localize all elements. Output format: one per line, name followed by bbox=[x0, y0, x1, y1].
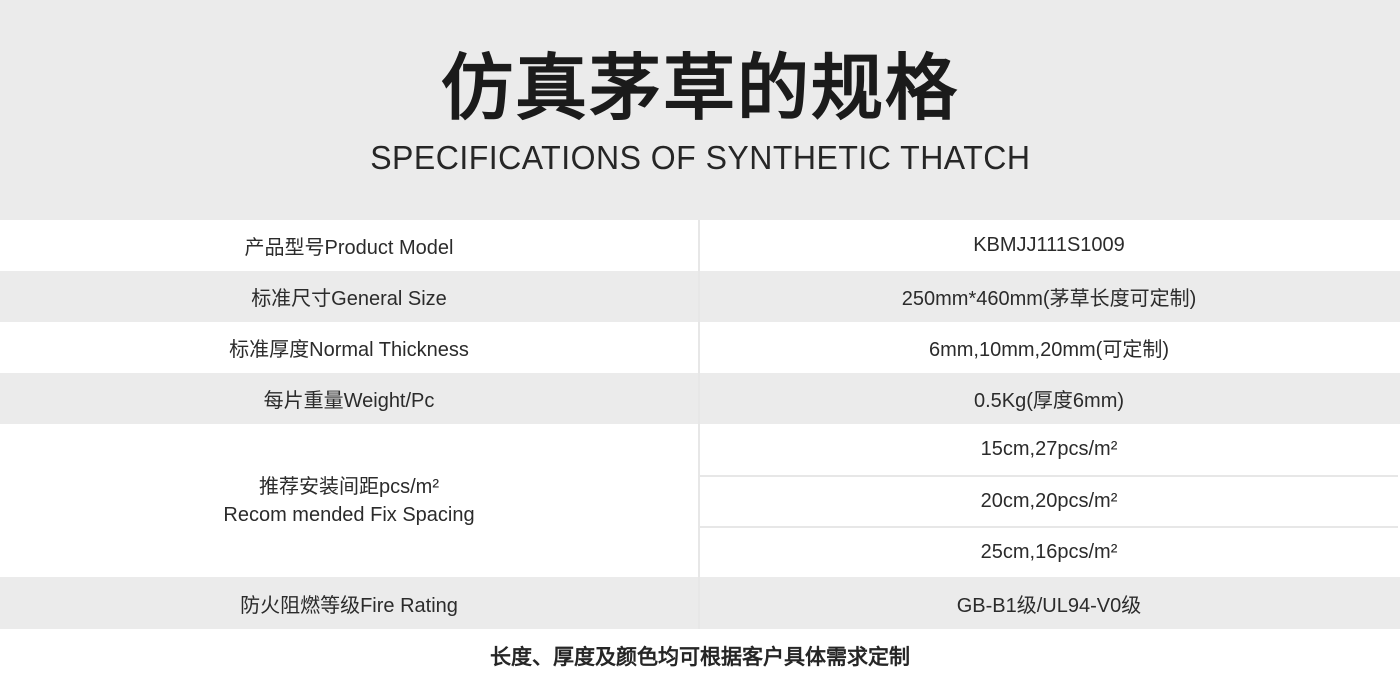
spec-row-normal-thickness: 标准厚度Normal Thickness 6mm,10mm,20mm(可定制) bbox=[0, 322, 1400, 373]
spec-fix-spacing-option-1: 15cm,27pcs/m² bbox=[980, 438, 1118, 460]
spec-label-weight: 每片重量Weight/Pc bbox=[0, 373, 700, 424]
spec-value-weight: 0.5Kg(厚度6mm) bbox=[973, 390, 1125, 412]
spec-fix-spacing-option-2: 20cm,20pcs/m² bbox=[700, 475, 1398, 526]
spec-value-product-model: KBMJJ111S1009 bbox=[973, 234, 1125, 256]
spec-value-general-size: 250mm*460mm(茅草长度可定制) bbox=[901, 288, 1197, 310]
spec-label-fire-rating: 防火阻燃等级Fire Rating bbox=[0, 577, 700, 629]
spec-value-fire-rating: GB-B1级/UL94-V0级 bbox=[956, 594, 1142, 617]
spec-label-product-model: 产品型号Product Model bbox=[0, 220, 700, 271]
page-title: 仿真茅草的规格 bbox=[440, 48, 959, 129]
page-subtitle: SPECIFICATIONS OF SYNTHETIC THATCH bbox=[369, 138, 1031, 176]
custom-note: 长度、厚度及颜色均可根据客户具体需求定制 bbox=[490, 645, 910, 669]
spec-row-general-size: 标准尺寸General Size 250mm*460mm(茅草长度可定制) bbox=[0, 271, 1400, 322]
spec-label-fix-spacing-en: Recom mended Fix Spacing bbox=[223, 503, 475, 526]
spec-fix-spacing-option-3: 25cm,16pcs/m² bbox=[700, 526, 1398, 577]
spec-row-fire-rating: 防火阻燃等级Fire Rating GB-B1级/UL94-V0级 bbox=[0, 577, 1400, 629]
spec-row-product-model: 产品型号Product Model KBMJJ111S1009 bbox=[0, 220, 1400, 271]
spec-label-fix-spacing-cn: 推荐安装间距pcs/m² bbox=[259, 475, 439, 498]
spec-label-fix-spacing: 推荐安装间距pcs/m² Recom mended Fix Spacing bbox=[0, 424, 700, 577]
spec-label-general-size: 标准尺寸General Size bbox=[0, 271, 700, 322]
spec-table: 产品型号Product Model KBMJJ111S1009 标准尺寸Gene… bbox=[0, 220, 1400, 629]
spec-row-weight: 每片重量Weight/Pc 0.5Kg(厚度6mm) bbox=[0, 373, 1400, 424]
spec-fix-spacing-options: 15cm,27pcs/m² 20cm,20pcs/m² 25cm,16pcs/m… bbox=[700, 424, 1398, 577]
spec-value-normal-thickness: 6mm,10mm,20mm(可定制) bbox=[928, 339, 1169, 361]
spec-row-fix-spacing: 推荐安装间距pcs/m² Recom mended Fix Spacing 15… bbox=[0, 424, 1400, 577]
header: 仿真茅草的规格 SPECIFICATIONS OF SYNTHETIC THAT… bbox=[0, 0, 1400, 220]
spec-label-normal-thickness: 标准厚度Normal Thickness bbox=[0, 322, 700, 373]
